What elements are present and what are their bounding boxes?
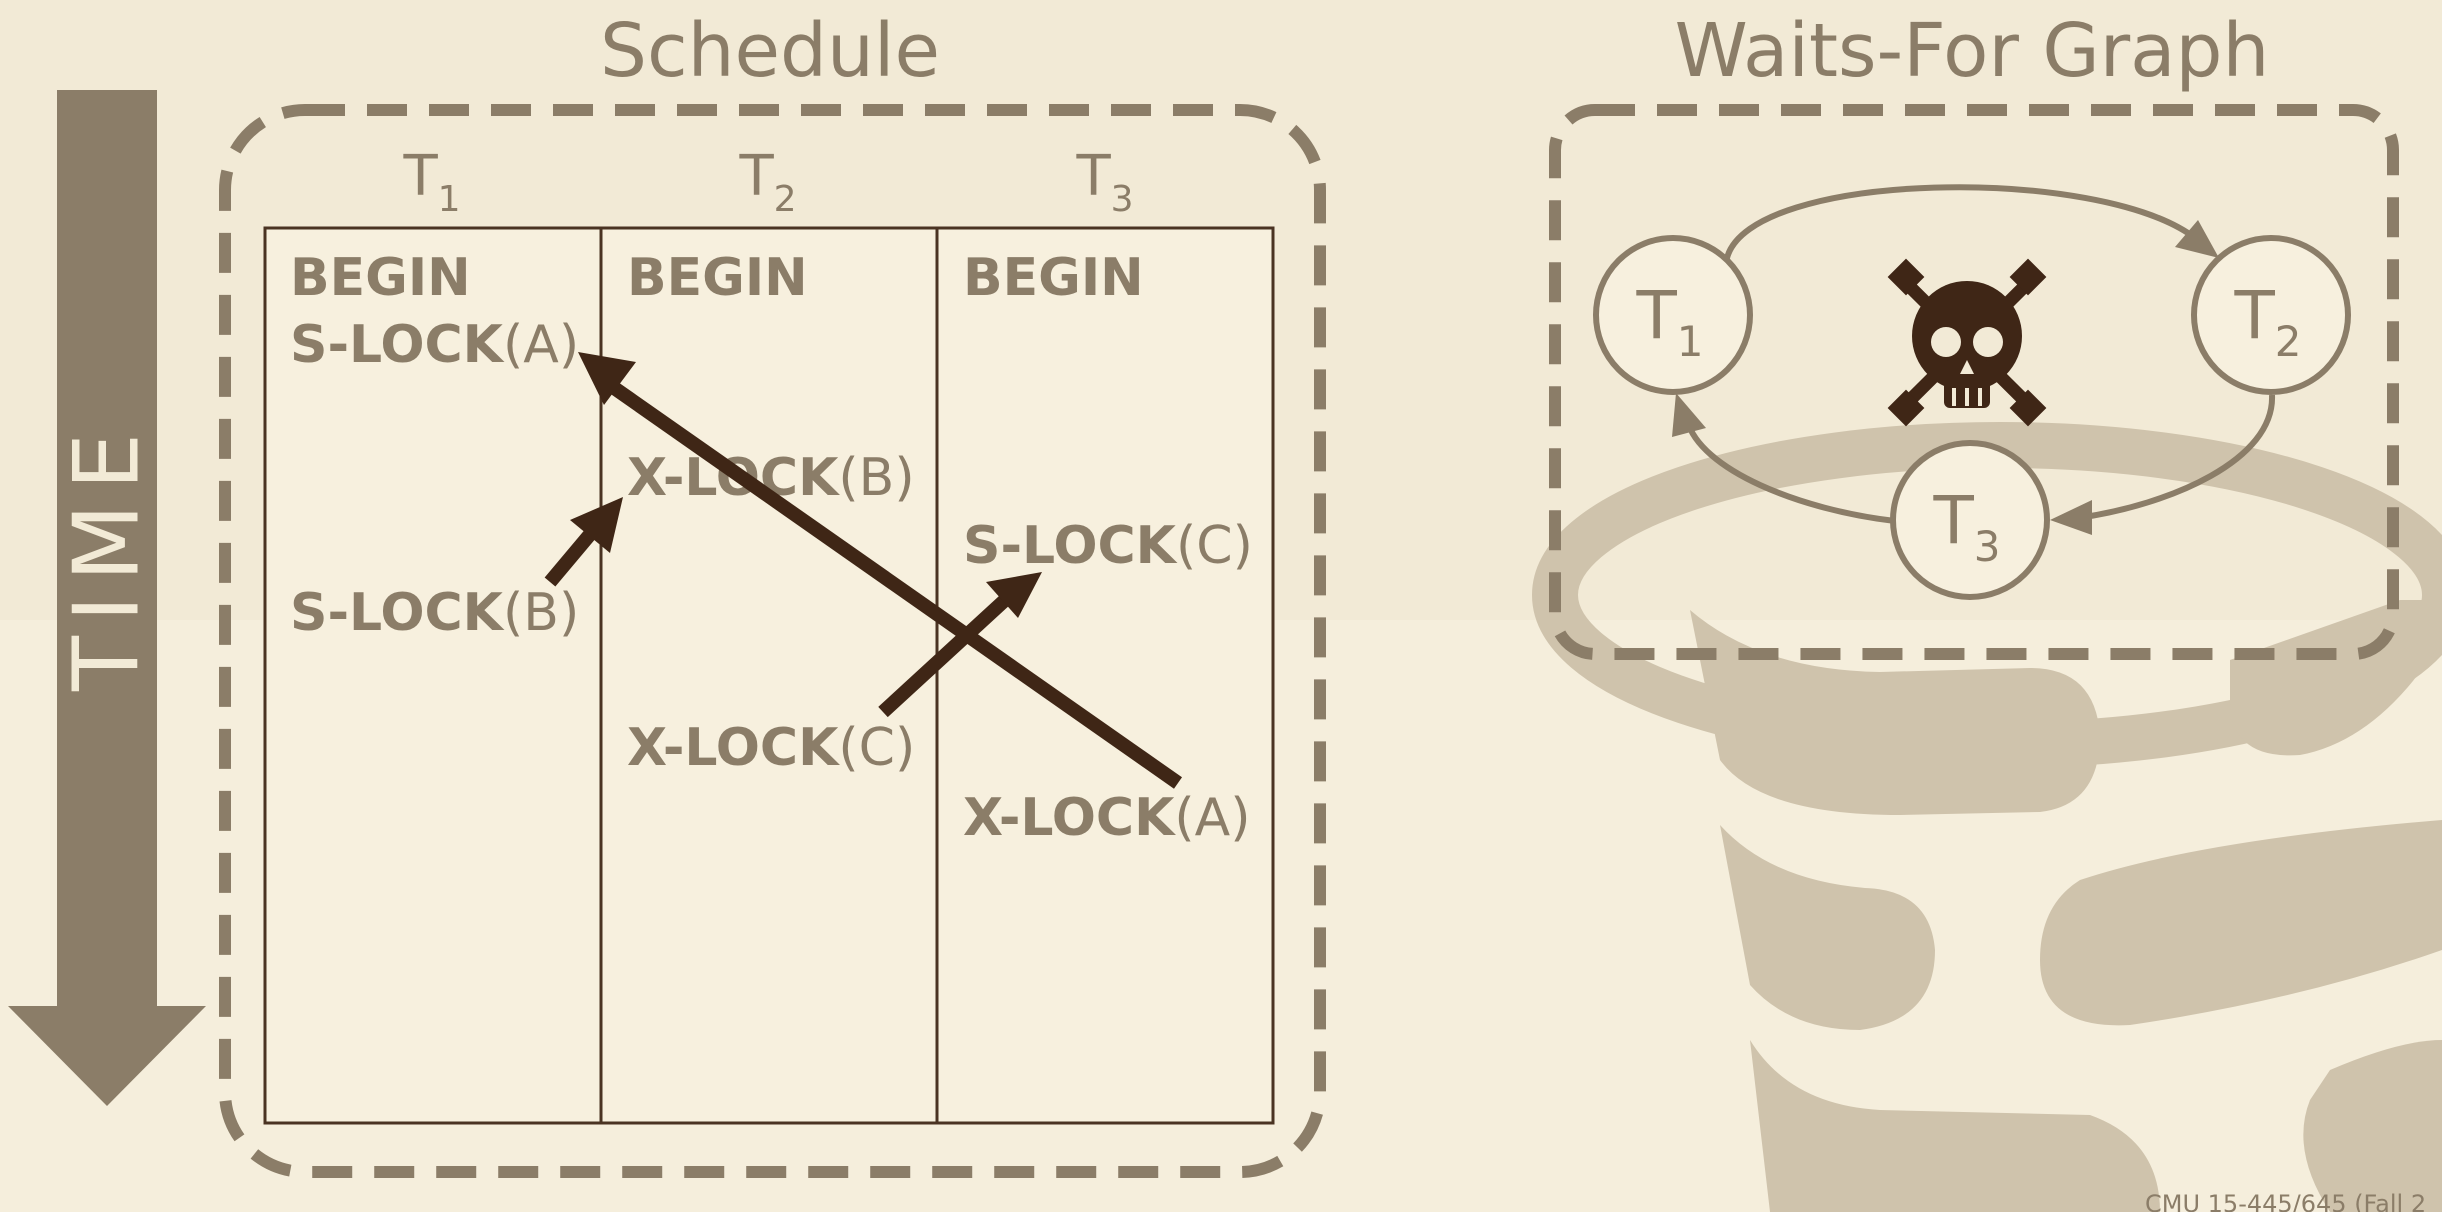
wait-arrow-t3-to-t1 <box>578 352 1183 789</box>
svg-text:T1: T1 <box>1635 277 1703 366</box>
graph-edge-t2-t3 <box>2050 394 2276 535</box>
graph-title: Waits-For Graph <box>1675 8 2270 94</box>
column-header-t3: T3 <box>1075 144 1133 220</box>
wait-arrow-t1-to-t2 <box>544 497 623 587</box>
t1-slock-b: S-LOCK(B) <box>290 583 579 643</box>
svg-text:T2: T2 <box>2233 277 2301 366</box>
schedule-dashed-border <box>219 104 1326 1178</box>
column-header-t2: T2 <box>738 144 796 220</box>
t1-begin: BEGIN <box>290 248 471 308</box>
t3-slock-c: S-LOCK(C) <box>963 516 1253 576</box>
svg-text:T3: T3 <box>1932 482 2000 571</box>
schedule-section: Schedule T1 T2 T3 BEGIN S-LOCK(A) S-LOCK… <box>219 8 1326 1178</box>
time-label: TIME <box>55 419 160 692</box>
t2-xlock-c: X-LOCK(C) <box>627 718 915 778</box>
column-header-t1: T1 <box>402 144 460 220</box>
skull-crossbones-icon <box>1887 258 2047 427</box>
graph-node-t3: T3 <box>1890 440 2050 600</box>
graph-edge-t3-t1 <box>1672 393 1896 524</box>
schedule-title: Schedule <box>600 8 940 94</box>
wait-arrow-t2-to-t3 <box>878 572 1042 718</box>
time-arrow: TIME <box>8 90 206 1106</box>
graph-dashed-border <box>1549 104 2399 660</box>
footer-course-label: CMU 15-445/645 (Fall 2 <box>2145 1190 2426 1212</box>
t2-begin: BEGIN <box>627 248 808 308</box>
graph-node-t1: T1 <box>1593 235 1753 395</box>
t1-slock-a: S-LOCK(A) <box>290 315 579 375</box>
graph-node-t2: T2 <box>2191 235 2351 395</box>
waits-for-graph-section: Waits-For Graph T1 T2 T3 <box>1549 8 2399 660</box>
t3-xlock-a: X-LOCK(A) <box>963 788 1251 848</box>
graph-edge-t1-t2 <box>1724 184 2219 259</box>
schedule-table <box>263 226 1275 1125</box>
t3-begin: BEGIN <box>963 248 1144 308</box>
